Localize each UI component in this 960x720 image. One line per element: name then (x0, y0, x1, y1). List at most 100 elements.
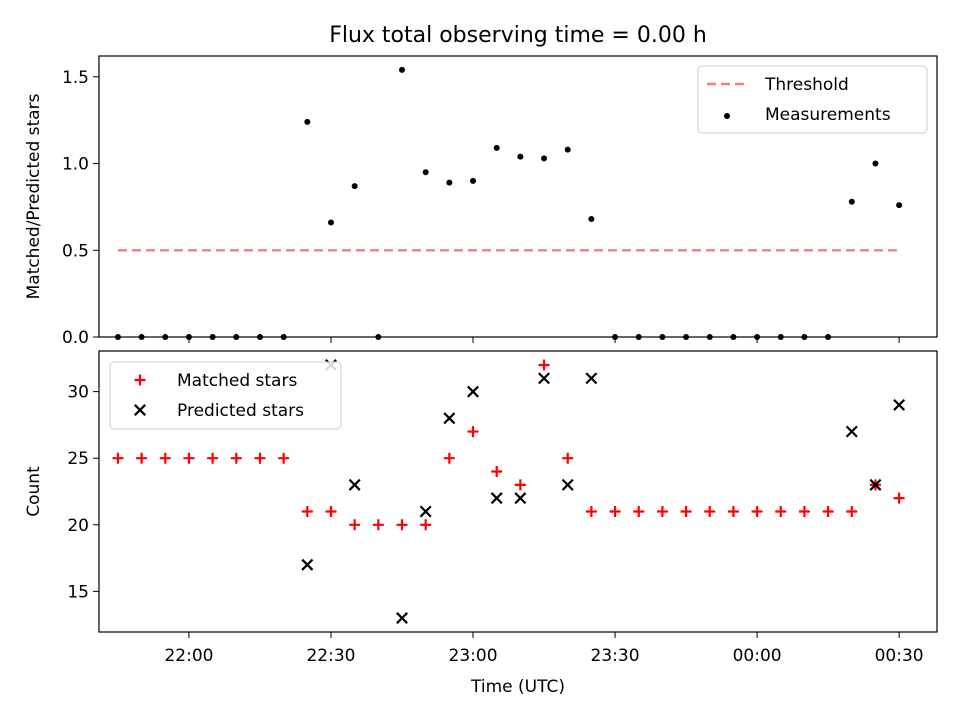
matched-star-point (112, 452, 124, 464)
measurement-point (304, 118, 311, 125)
matched-star-point (230, 452, 242, 464)
predicted-star-point (561, 478, 574, 491)
predicted-star-point (490, 492, 503, 505)
x-tick-label: 00:30 (875, 646, 924, 666)
plot-frame (98, 350, 938, 633)
measurement-point (138, 334, 145, 340)
matched-star-point (680, 505, 692, 517)
matched-star-point (656, 505, 668, 517)
measurement-point (114, 334, 121, 340)
measurement-point (233, 334, 240, 340)
matched-star-point (325, 505, 337, 517)
chart-title: Flux total observing time = 0.00 h (329, 23, 707, 48)
predicted-star-point (585, 372, 598, 385)
matched-star-point (822, 505, 834, 517)
y-tick-label: 1.0 (62, 155, 89, 175)
measurement-point (470, 177, 477, 184)
measurement-point (327, 219, 334, 226)
measurement-point (446, 179, 453, 186)
predicted-star-point (514, 492, 527, 505)
measurement-point (256, 334, 263, 340)
legend-predicted-label: Predicted stars (177, 401, 304, 421)
top-panel: 0.0 0.5 1.0 1.5 Matched/Predicted stars Thres… (24, 55, 938, 348)
measurement-point (399, 66, 406, 73)
matched-star-point (254, 452, 266, 464)
y-axis-label: Count (24, 466, 44, 517)
measurement-point (683, 334, 690, 340)
bottom-panel: 22:00 22:30 23:00 23:30 00:00 00:30 15 20 25 30 Co… (24, 350, 938, 697)
y-tick-label: 15 (67, 582, 89, 602)
matched-star-point (633, 505, 645, 517)
matched-star-point (278, 452, 290, 464)
matched-star-point (514, 479, 526, 491)
legend-matched-swatch (134, 374, 146, 386)
legend-matched-label: Matched stars (177, 371, 297, 391)
matched-star-point (420, 519, 432, 531)
measurement-point (375, 334, 382, 340)
measurement-point (280, 334, 287, 340)
matched-star-point (585, 505, 597, 517)
matched-star-point (846, 505, 858, 517)
x-axis-label: Time (UTC) (470, 677, 565, 697)
matched-star-point (159, 452, 171, 464)
predicted-star-point (348, 478, 361, 491)
measurement-point (754, 334, 761, 340)
legend: Threshold Measurements (697, 65, 928, 134)
predicted-star-point (419, 505, 432, 518)
matched-star-point (207, 452, 219, 464)
matched-star-point (704, 505, 716, 517)
legend-measurement-swatch (724, 113, 730, 119)
matched-star-point (301, 505, 313, 517)
x-tick-label: 00:00 (733, 646, 782, 666)
matched-star-point (467, 426, 479, 438)
legend: Matched stars Predicted stars (109, 361, 342, 430)
y-tick-label: 25 (67, 449, 89, 469)
y-axis-label: Matched/Predicted stars (24, 93, 44, 299)
measurement-point (801, 334, 808, 340)
measurement-point (896, 202, 903, 209)
matched-star-point (443, 452, 455, 464)
legend-predicted-swatch (134, 404, 146, 416)
measurement-point (612, 334, 619, 340)
measurement-point (541, 155, 548, 162)
measurement-point (493, 144, 500, 151)
legend-measurement-label: Measurements (765, 105, 891, 125)
matched-star-point (372, 519, 384, 531)
predicted-star-point (467, 385, 480, 398)
measurement-point (848, 198, 855, 205)
predicted-star-point (396, 612, 408, 624)
x-tick-label: 22:00 (164, 646, 213, 666)
matched-star-point (893, 492, 905, 504)
matched-star-point (609, 505, 621, 517)
measurement-point (209, 334, 216, 340)
matched-star-point (562, 452, 574, 464)
matched-star-point (491, 466, 503, 478)
legend-box (109, 361, 342, 430)
y-tick-label: 1.5 (62, 68, 89, 88)
matched-star-point (727, 505, 739, 517)
predicted-star-point (538, 372, 551, 385)
measurement-point (659, 334, 666, 340)
y-tick-label: 20 (67, 516, 89, 536)
y-tick-label: 30 (67, 383, 89, 403)
measurement-point (730, 334, 737, 340)
matched-star-point (798, 505, 810, 517)
measurement-point (825, 334, 832, 340)
matched-star-point (349, 519, 361, 531)
measurement-point (872, 160, 879, 167)
measurement-point (706, 334, 713, 340)
matched-star-point (183, 452, 195, 464)
legend-box (697, 65, 928, 134)
predicted-star-point (301, 558, 314, 571)
predicted-star-point (893, 398, 906, 411)
predicted-star-point (443, 412, 456, 425)
measurement-point (422, 169, 429, 176)
legend-threshold-label: Threshold (764, 75, 849, 95)
measurement-point (351, 183, 358, 190)
measurement-point (185, 334, 192, 340)
x-tick-label: 22:30 (306, 646, 355, 666)
matched-star-point (775, 505, 787, 517)
measurement-point (162, 334, 169, 340)
measurement-point (635, 334, 642, 340)
